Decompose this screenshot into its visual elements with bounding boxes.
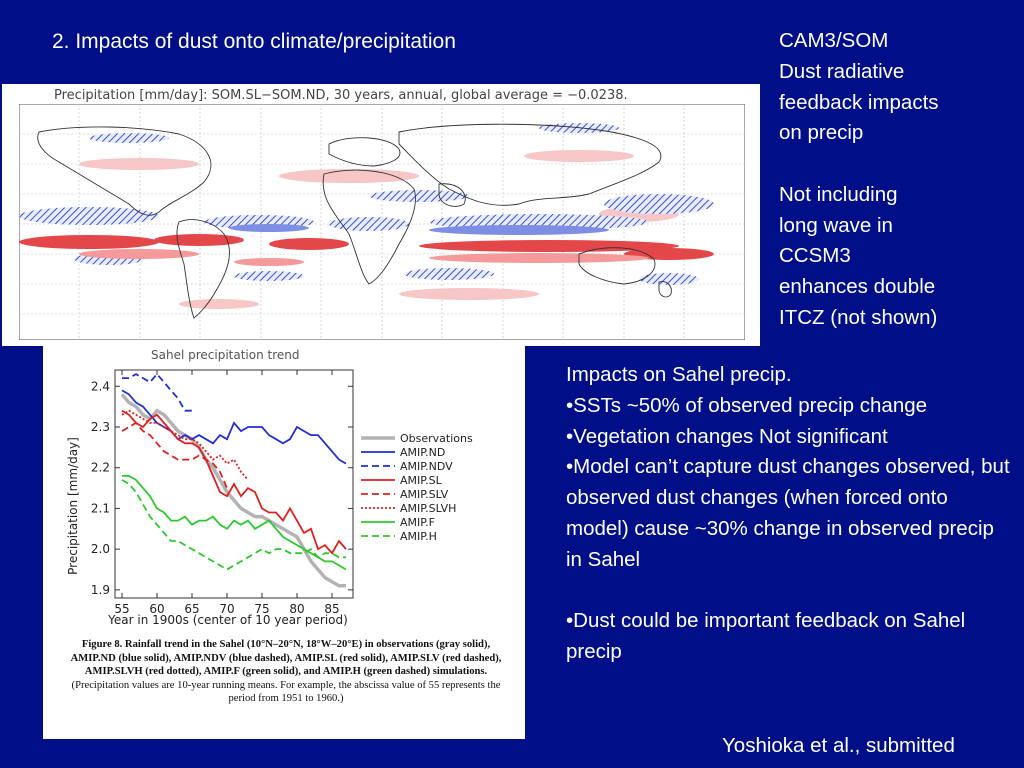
precipitation-map-panel: Precipitation [mm/day]: SOM.SL−SOM.ND, 3… — [2, 84, 760, 346]
x-tick-label: 60 — [149, 602, 164, 616]
sahel-note-line: •Vegetation changes Not significant — [566, 424, 888, 448]
sahel-precip-chart: Sahel precipitation trend Precipitation … — [66, 348, 473, 627]
side-note-line: long wave in — [779, 213, 893, 237]
legend-label: AMIP.SL — [400, 474, 443, 487]
legend-label: AMIP.SLVH — [400, 502, 456, 515]
side-note-line: feedback impacts — [779, 90, 939, 114]
x-tick-label: 70 — [219, 602, 234, 616]
sahel-chart-panel: Sahel precipitation trend Precipitation … — [43, 346, 525, 739]
sahel-note-line — [566, 575, 1011, 606]
sahel-note-line: •Dust could be important feedback on Sah… — [566, 609, 966, 663]
series-line-observations — [120, 393, 346, 588]
side-note-line: CCSM3 — [779, 244, 851, 268]
side-note-line: Dust radiative — [779, 59, 905, 83]
side-note-line: Not including — [779, 182, 898, 206]
legend-label: Observations — [400, 432, 473, 445]
figure-caption-bold: Figure 8. Rainfall trend in the Sahel (1… — [70, 639, 502, 678]
y-tick-label: 2.2 — [91, 461, 110, 475]
x-tick-label: 85 — [324, 602, 339, 616]
slide-title: 2. Impacts of dust onto climate/precipit… — [52, 30, 456, 53]
side-note-line: on precip — [779, 121, 864, 145]
legend-label: AMIP.ND — [400, 446, 445, 459]
series-line-amip-h — [121, 479, 346, 571]
side-note-line: enhances double — [779, 275, 936, 298]
series-line-amip-sl — [121, 409, 347, 555]
x-tick-label: 75 — [254, 602, 269, 616]
y-tick-label: 2.3 — [91, 420, 110, 434]
legend-label: AMIP.NDV — [400, 460, 453, 473]
x-tick-label: 55 — [114, 602, 129, 616]
series-line-amip-slv — [121, 421, 228, 489]
y-tick-label: 1.9 — [91, 583, 110, 597]
series-line-amip-nd — [121, 389, 347, 465]
map-caption: Precipitation [mm/day]: SOM.SL−SOM.ND, 3… — [54, 88, 628, 103]
legend-label: AMIP.SLV — [400, 488, 449, 501]
plot-frame — [114, 369, 354, 599]
x-tick-label: 65 — [184, 602, 199, 616]
side-note-line: CAM3/SOM — [779, 29, 889, 52]
sahel-note-line: •SSTs ~50% of observed precip change — [566, 393, 928, 417]
legend-label: AMIP.H — [400, 530, 437, 543]
figure-caption-note: (Precipitation values are 10-year runnin… — [71, 679, 501, 705]
legend-label: AMIP.F — [400, 516, 435, 529]
figure-caption: Figure 8. Rainfall trend in the Sahel (1… — [61, 638, 511, 706]
series-line-amip-f — [122, 474, 347, 571]
chart-title: Sahel precipitation trend — [151, 348, 300, 362]
precipitation-anomaly-map — [19, 104, 745, 340]
side-note-line: ITCZ (not shown) — [779, 305, 938, 329]
sahel-note-line: •Model can’t capture dust changes observ… — [566, 455, 1010, 571]
side-note-line — [779, 149, 939, 180]
x-axis-label: Year in 1900s (center of 10 year period) — [107, 613, 348, 627]
y-tick-label: 2.4 — [91, 379, 110, 393]
citation: Yoshioka et al., submitted — [722, 734, 955, 757]
y-axis-label: Precipitation [mm/day] — [66, 437, 80, 575]
sahel-note-line: Impacts on Sahel precip. — [566, 363, 792, 386]
sahel-notes: Impacts on Sahel precip. •SSTs ~50% of o… — [566, 360, 1011, 668]
y-tick-label: 2.0 — [91, 542, 110, 556]
side-notes: CAM3/SOM Dust radiative feedback impacts… — [779, 26, 939, 334]
series-line-amip-ndv — [122, 372, 192, 412]
y-tick-label: 2.1 — [91, 501, 110, 515]
series-line-amip-slvh — [121, 409, 249, 481]
x-tick-label: 80 — [289, 602, 304, 616]
